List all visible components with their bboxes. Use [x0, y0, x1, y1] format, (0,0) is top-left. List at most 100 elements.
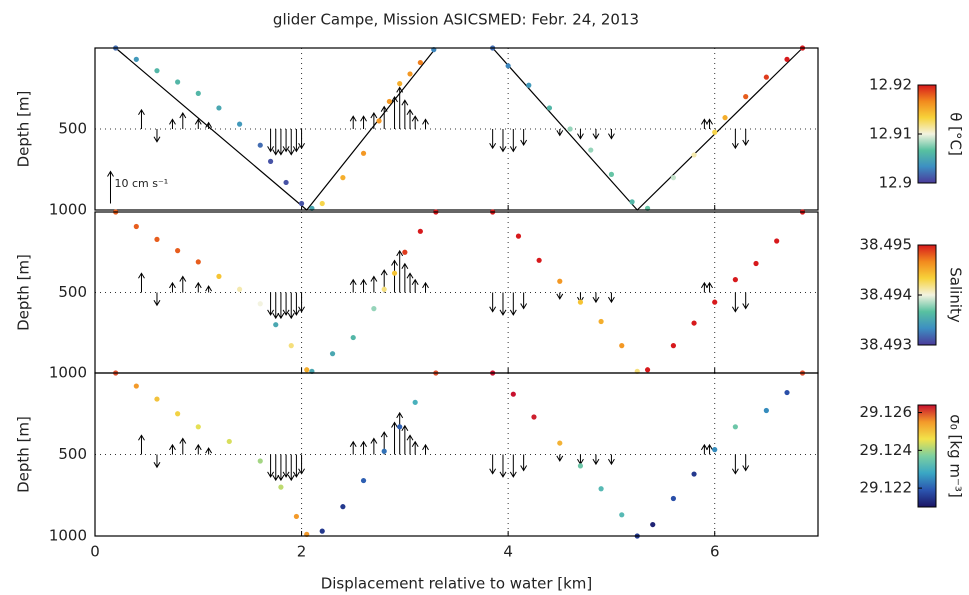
- current-arrow: [608, 454, 615, 466]
- data-point: [304, 367, 310, 373]
- current-arrow: [499, 292, 507, 316]
- current-arrow: [298, 292, 305, 313]
- current-arrow: [138, 108, 145, 129]
- colorbar: [917, 404, 937, 508]
- data-point: [195, 424, 201, 430]
- data-point: [743, 94, 749, 100]
- data-point: [175, 411, 181, 417]
- data-point: [670, 175, 677, 181]
- data-point: [763, 74, 769, 80]
- data-point: [340, 504, 346, 510]
- current-arrow: [706, 443, 713, 455]
- data-point: [397, 81, 403, 87]
- data-point: [670, 343, 677, 349]
- y-axis-label: Depth [m]: [15, 91, 33, 168]
- current-arrow: [169, 443, 176, 455]
- current-arrow: [298, 129, 305, 150]
- current-arrow: [391, 259, 398, 293]
- current-arrow: [179, 275, 187, 293]
- data-point: [526, 82, 532, 88]
- current-arrow: [422, 281, 429, 293]
- colorbar-label: σ₀ [kg m⁻³]: [947, 414, 965, 498]
- y-tick-label: 500: [58, 445, 87, 463]
- data-point: [567, 126, 573, 132]
- data-point: [417, 59, 423, 66]
- data-point: [195, 259, 201, 265]
- current-arrow: [706, 118, 713, 129]
- current-arrow: [292, 292, 300, 316]
- current-arrow: [205, 121, 213, 129]
- x-axis-label: Displacement relative to water [km]: [321, 575, 593, 593]
- data-point: [608, 171, 615, 177]
- data-point: [732, 277, 738, 283]
- current-arrow: [277, 292, 285, 320]
- data-point: [417, 228, 423, 234]
- data-point: [557, 440, 563, 446]
- current-arrow: [577, 129, 584, 140]
- current-arrow: [292, 129, 300, 153]
- current-arrow: [179, 437, 187, 455]
- current-arrow: [349, 278, 357, 293]
- current-arrow: [194, 281, 202, 293]
- data-point: [133, 223, 139, 230]
- current-arrow: [422, 443, 429, 455]
- current-arrow: [267, 129, 275, 153]
- current-arrow: [205, 285, 213, 293]
- data-point: [619, 512, 625, 518]
- current-arrow: [360, 278, 367, 293]
- data-point: [712, 129, 718, 135]
- y-tick-label: 500: [58, 120, 87, 138]
- data-point: [784, 389, 790, 396]
- current-arrow: [396, 411, 404, 455]
- current-arrow: [700, 281, 708, 293]
- colorbar-tick-label: 38.495: [860, 236, 913, 254]
- current-arrow: [406, 108, 414, 129]
- data-point: [510, 391, 516, 397]
- current-arrow: [287, 129, 295, 156]
- colorbar-tick-label: 12.91: [869, 125, 912, 143]
- current-arrow: [153, 129, 161, 143]
- arrow-scale: [107, 170, 114, 204]
- data-point: [598, 318, 604, 325]
- data-point: [691, 471, 697, 477]
- data-point: [629, 199, 635, 205]
- current-arrow: [742, 129, 750, 146]
- data-point: [753, 260, 759, 267]
- data-point: [329, 351, 336, 357]
- current-arrow: [520, 129, 528, 146]
- current-arrow: [520, 454, 528, 472]
- current-arrow: [298, 454, 305, 475]
- data-point: [154, 236, 160, 242]
- data-point: [298, 200, 305, 207]
- current-arrow: [277, 454, 285, 482]
- current-arrow: [287, 454, 295, 482]
- current-arrow: [370, 437, 378, 455]
- data-point: [319, 528, 325, 534]
- colorbar-label: Salinity: [947, 267, 965, 323]
- current-arrow: [489, 129, 497, 150]
- current-arrow: [380, 105, 388, 129]
- data-point: [712, 447, 718, 453]
- current-arrow: [370, 275, 378, 293]
- current-arrow: [179, 112, 187, 129]
- chart-title: glider Campe, Mission ASICSMED: Febr. 24…: [273, 11, 639, 29]
- data-point: [226, 438, 232, 445]
- data-point: [267, 158, 274, 164]
- reference-track: [115, 47, 803, 211]
- current-arrow: [282, 292, 290, 316]
- data-point: [536, 257, 542, 263]
- current-arrow: [742, 292, 750, 310]
- current-arrow: [267, 454, 275, 478]
- data-point: [619, 343, 625, 349]
- data-point: [397, 424, 403, 430]
- data-point: [195, 90, 201, 96]
- data-point: [712, 299, 718, 305]
- data-point: [557, 278, 563, 284]
- current-arrow: [556, 292, 564, 300]
- current-arrow: [153, 292, 161, 307]
- current-arrow: [556, 129, 564, 137]
- data-point: [691, 320, 697, 326]
- data-point: [774, 238, 780, 244]
- colorbar-tick-label: 12.92: [869, 76, 912, 94]
